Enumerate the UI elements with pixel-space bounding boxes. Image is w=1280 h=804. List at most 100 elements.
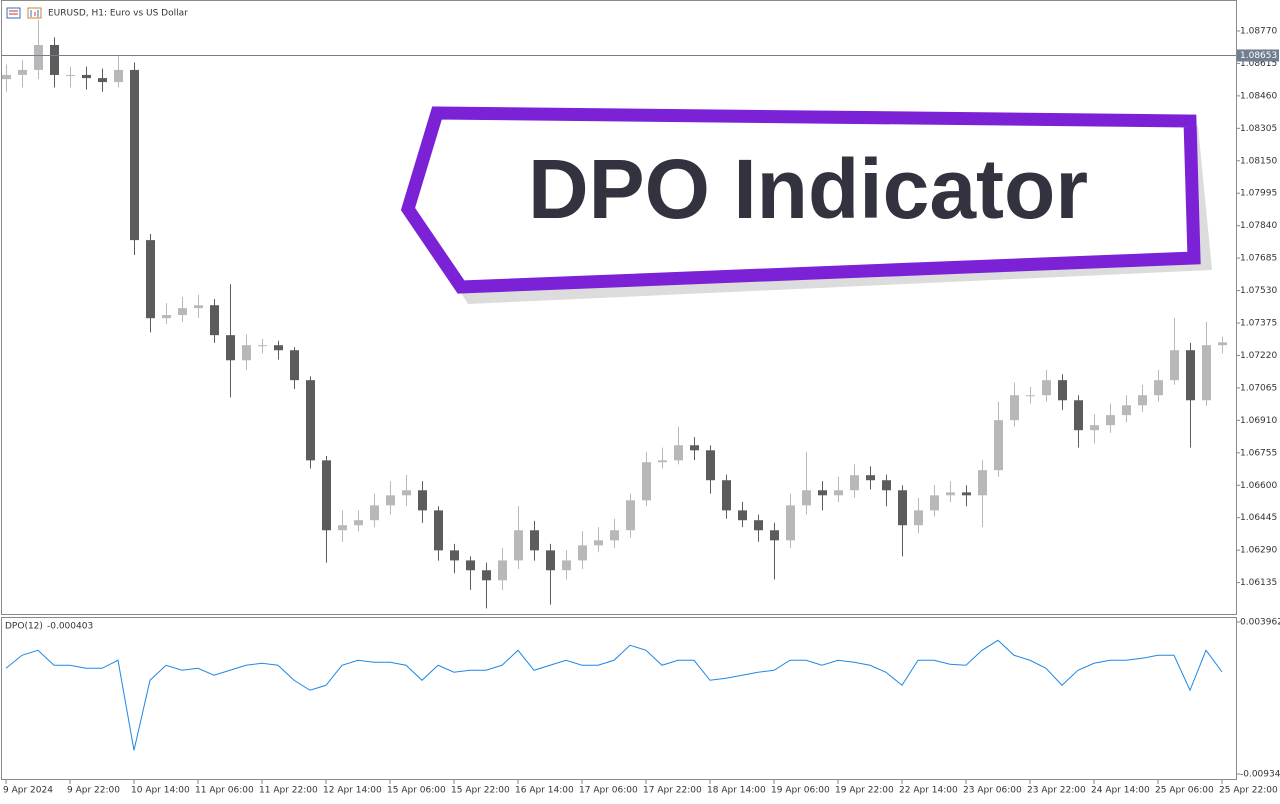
candle-body — [146, 240, 155, 319]
candle-body — [738, 510, 747, 521]
chart-title: EURUSD, H1: Euro vs US Dollar — [48, 9, 188, 19]
y-tick-label: 1.06755 — [1240, 448, 1277, 458]
x-tick-label: 9 Apr 22:00 — [67, 786, 120, 796]
candle-body — [898, 490, 907, 526]
x-tick-label: 19 Apr 22:00 — [835, 786, 894, 796]
candle-body — [610, 530, 619, 541]
candle-body — [994, 420, 1003, 471]
candle-body — [450, 550, 459, 561]
candle-body — [370, 505, 379, 521]
candle-body — [530, 530, 539, 551]
y-tick-label: 1.08770 — [1240, 26, 1277, 36]
candle-body — [1154, 380, 1163, 396]
candle-body — [706, 450, 715, 481]
candle-body — [1218, 342, 1227, 346]
candle-body — [802, 490, 811, 506]
y-tick-label: 1.06290 — [1240, 546, 1277, 556]
x-tick-label: 23 Apr 06:00 — [963, 786, 1022, 796]
y-tick-label: 1.08460 — [1240, 91, 1277, 101]
candle-body — [274, 345, 283, 351]
candle-body — [194, 305, 203, 309]
candle-body — [1138, 395, 1147, 406]
candle-body — [1090, 425, 1099, 431]
candle-body — [1122, 405, 1131, 416]
banner: DPO Indicator — [400, 106, 1212, 304]
candle-body — [2, 74, 11, 80]
banner-shape — [400, 106, 1201, 294]
y-tick-label: 1.08615 — [1240, 59, 1277, 69]
y-tick-label: -0.009343 — [1240, 770, 1280, 780]
candle-body — [914, 510, 923, 526]
candle-body — [1074, 400, 1083, 431]
symbol-icons — [6, 7, 42, 19]
candle-body — [386, 495, 395, 506]
indicator-value: -0.000403 — [47, 622, 93, 632]
candle-body — [50, 45, 59, 75]
y-tick-label: 1.07995 — [1240, 189, 1277, 199]
candle-body — [514, 530, 523, 561]
last-price-box — [1237, 49, 1279, 62]
indicator-line — [5, 639, 1223, 751]
candle-body — [114, 69, 123, 83]
candle-body — [578, 545, 587, 561]
candle-body — [162, 315, 171, 319]
candle-body — [242, 345, 251, 361]
candle-body — [594, 540, 603, 546]
candle-body — [930, 495, 939, 511]
y-tick-label: 1.07840 — [1240, 221, 1277, 231]
x-tick-label: 11 Apr 22:00 — [259, 786, 318, 796]
candle-body — [1042, 380, 1051, 396]
candle-body — [34, 45, 43, 70]
candle-body — [354, 520, 363, 526]
x-tick-label: 11 Apr 06:00 — [195, 786, 254, 796]
candle-body — [562, 560, 571, 571]
x-tick-label: 22 Apr 14:00 — [899, 786, 958, 796]
y-tick-label: 1.07220 — [1240, 351, 1277, 361]
y-tick-label: 1.07530 — [1240, 286, 1277, 296]
y-tick-label: 1.06910 — [1240, 416, 1277, 426]
y-tick-label: 1.06135 — [1240, 578, 1277, 588]
candle-body — [402, 490, 411, 496]
candle-body — [882, 480, 891, 491]
candle-body — [1186, 350, 1195, 401]
candle-body — [466, 560, 475, 571]
candle-body — [306, 380, 315, 461]
candle-body — [818, 490, 827, 496]
candle-body — [258, 345, 267, 347]
x-tick-label: 10 Apr 14:00 — [131, 786, 190, 796]
candle-body — [210, 305, 219, 336]
candle-body — [834, 490, 843, 496]
main-frame — [1, 0, 1237, 615]
x-tick-label: 25 Apr 06:00 — [1155, 786, 1214, 796]
x-tick-label: 24 Apr 14:00 — [1091, 786, 1150, 796]
x-tick-label: 23 Apr 22:00 — [1027, 786, 1086, 796]
y-tick-label: 1.07375 — [1240, 319, 1277, 329]
candle-body — [418, 490, 427, 511]
x-tick-label: 16 Apr 14:00 — [515, 786, 574, 796]
banner-title: DPO Indicator — [528, 142, 1088, 236]
candle-body — [434, 510, 443, 551]
candle-body — [722, 480, 731, 511]
candle-body — [978, 470, 987, 496]
x-tick-label: 25 Apr 22:00 — [1219, 786, 1278, 796]
candle-body — [866, 475, 875, 481]
x-tick-label: 15 Apr 06:00 — [387, 786, 446, 796]
x-tick-label: 9 Apr 2024 — [3, 786, 53, 796]
candle-body — [1010, 395, 1019, 421]
x-tick-label: 19 Apr 06:00 — [771, 786, 830, 796]
y-tick-label: 1.08150 — [1240, 156, 1277, 166]
x-tick-label: 12 Apr 14:00 — [323, 786, 382, 796]
y-tick-label: 1.07685 — [1240, 254, 1277, 264]
candle-body — [690, 445, 699, 451]
candle-body — [1202, 345, 1211, 401]
x-tick-label: 15 Apr 22:00 — [451, 786, 510, 796]
y-tick-label: 1.08305 — [1240, 124, 1277, 134]
y-tick-label: 1.07065 — [1240, 383, 1277, 393]
candle-body — [1170, 350, 1179, 381]
candle-body — [482, 570, 491, 581]
y-tick-label: 0.003962 — [1240, 618, 1280, 628]
x-tick-label: 17 Apr 06:00 — [579, 786, 638, 796]
candle-body — [82, 74, 91, 79]
candle-body — [1026, 395, 1035, 397]
